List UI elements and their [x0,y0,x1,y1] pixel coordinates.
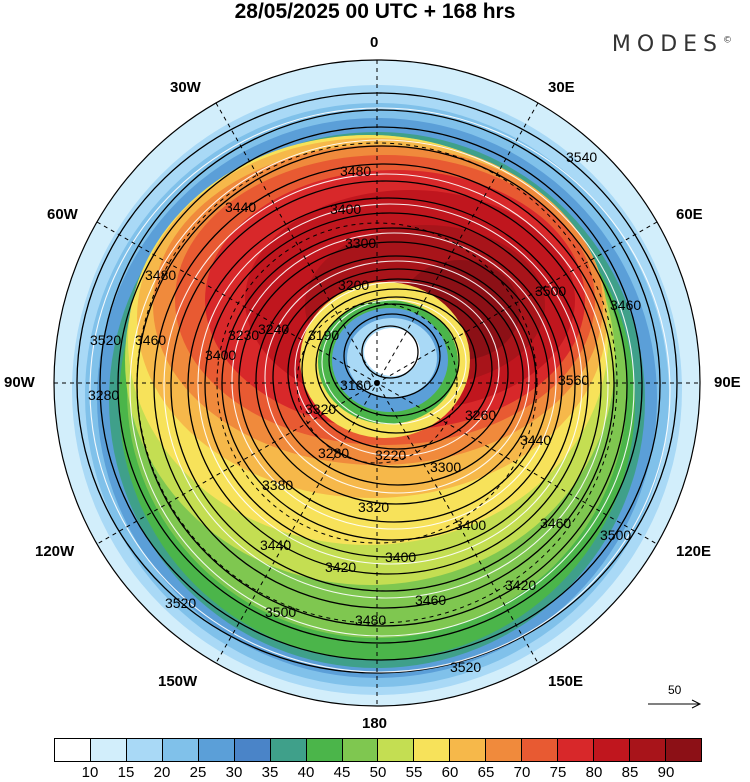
lon-label-90w: 90W [4,374,35,391]
colorbar-tick-label: 20 [153,764,171,781]
colorbar-swatch [198,739,235,761]
lon-label-150w: 150W [158,673,198,690]
colorbar-tick-label: 80 [585,764,603,781]
colorbar-swatch [522,739,559,761]
lon-label-120w: 120W [35,543,75,560]
contour-label: 3440 [225,199,256,215]
wind-reference-label: 50 [668,683,682,697]
contour-label: 3500 [535,283,566,299]
contour-label: 3540 [566,149,597,165]
contour-labels: 3540 3480 3440 3400 3300 3200 3190 3160 … [88,149,641,675]
colorbar-tick-label: 40 [297,764,315,781]
contour-label: 3400 [455,517,486,533]
contour-label: 3300 [430,459,461,475]
contour-label: 3500 [600,527,631,543]
lon-label-120e: 120E [676,543,712,560]
colorbar-tick-label: 50 [369,764,387,781]
contour-label: 3400 [330,201,361,217]
contour-label: 3480 [340,163,371,179]
contour-label: 3160 [340,377,371,393]
lon-label-30e: 30E [548,79,575,96]
contour-label: 3560 [558,372,589,388]
contour-label: 3460 [540,515,571,531]
colorbar-tick-label: 75 [549,764,567,781]
colorbar-swatch [378,739,415,761]
colorbar-swatch [90,739,127,761]
colorbar-tick-label: 55 [405,764,423,781]
colorbar-swatch [270,739,307,761]
colorbar-tick-label: 25 [189,764,207,781]
wind-reference-vector [648,699,702,709]
contour-label: 3240 [258,321,289,337]
map-boundary [53,59,701,707]
contour-label: 3520 [90,332,121,348]
colorbar-tick-label: 30 [225,764,243,781]
colorbar-swatch [342,739,379,761]
lon-label-60w: 60W [47,206,78,223]
map-title: 28/05/2025 00 UTC + 168 hrs [234,0,516,23]
contour-label: 3420 [325,559,356,575]
contour-label: 3280 [88,387,119,403]
brand-logo: MODES© [612,32,732,57]
lon-label-150e: 150E [548,673,584,690]
contour-label: 3200 [338,277,369,293]
north-pole-marker [374,380,380,386]
contour-label: 3420 [505,577,536,593]
colorbar-tick-label: 45 [333,764,351,781]
contour-label: 3440 [520,432,551,448]
colorbar-swatch [162,739,199,761]
colorbar-swatch [630,739,666,761]
contour-label: 3520 [165,595,196,611]
lon-label-180: 180 [362,715,388,732]
wind-streamlines [89,107,671,673]
contour-label: 3460 [610,297,641,313]
contour-label: 3320 [358,499,389,515]
colorbar-tick-label: 65 [477,764,495,781]
copyright-mark: © [723,35,732,46]
colorbar-swatch [558,739,595,761]
contour-label: 3480 [145,267,176,283]
contour-label: 3460 [135,332,166,348]
lon-label-60e: 60E [676,206,703,223]
colorbar-swatch [665,739,701,761]
colorbar-swatch [594,739,630,761]
contour-label: 3230 [228,327,259,343]
contour-label: 3480 [355,612,386,628]
colorbar-tick-label: 60 [441,764,459,781]
contour-label: 3440 [260,537,291,553]
colorbar-swatch [414,739,451,761]
colorbar-swatch [55,739,91,761]
colorbar-tick-label: 15 [117,764,135,781]
lon-label-30w: 30W [170,79,201,96]
contour-label: 3520 [450,659,481,675]
contour-label: 3400 [385,549,416,565]
polar-map: 3540 3480 3440 3400 3300 3200 3190 3160 … [53,59,702,709]
brand-text: MODES [611,32,723,57]
contour-label: 3400 [205,347,236,363]
contour-label: 3190 [308,327,339,343]
colorbar-swatch [486,739,523,761]
colorbar-tick-label: 70 [513,764,531,781]
contour-label: 3460 [415,592,446,608]
contour-label: 3260 [465,407,496,423]
colorbar-swatch [126,739,163,761]
contour-label: 3300 [345,235,376,251]
colorbar-tick-label: 85 [621,764,639,781]
lon-label-0: 0 [370,34,379,51]
contour-label: 3380 [262,477,293,493]
contour-label: 3220 [375,447,406,463]
colorbar-swatch [450,739,487,761]
contour-label: 3500 [265,604,296,620]
colorbar-tick-label: 90 [657,764,675,781]
colorbar-tick-label: 35 [261,764,279,781]
contour-label: 3320 [305,401,336,417]
colorbar [54,738,702,762]
contour-label: 3280 [318,445,349,461]
colorbar-swatch [234,739,271,761]
lon-label-90e: 90E [714,374,741,391]
colorbar-tick-label: 10 [81,764,99,781]
colorbar-swatch [306,739,343,761]
